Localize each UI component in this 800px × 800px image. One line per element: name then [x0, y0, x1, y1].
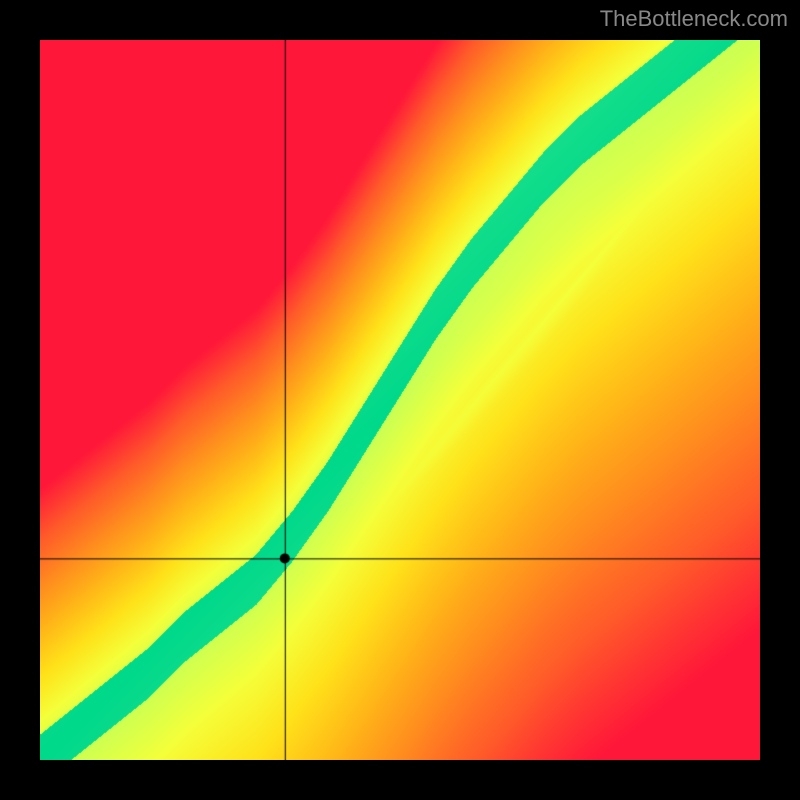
bottleneck-heatmap: [40, 40, 760, 760]
watermark-text: TheBottleneck.com: [600, 6, 788, 32]
heatmap-canvas: [40, 40, 760, 760]
